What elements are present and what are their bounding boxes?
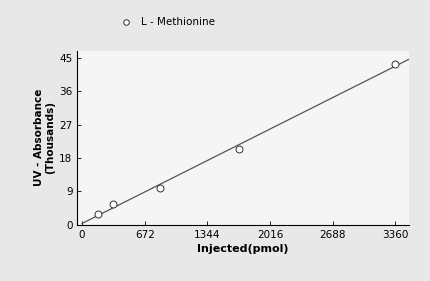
Point [392,61,399,66]
Point [94,211,101,216]
X-axis label: Injected(pmol): Injected(pmol) [197,244,289,254]
Point [157,185,164,190]
Point [235,147,242,151]
Y-axis label: UV - Absorbance
(Thousands): UV - Absorbance (Thousands) [34,89,55,186]
Point [110,202,117,207]
Legend: L - Methionine: L - Methionine [116,17,215,28]
